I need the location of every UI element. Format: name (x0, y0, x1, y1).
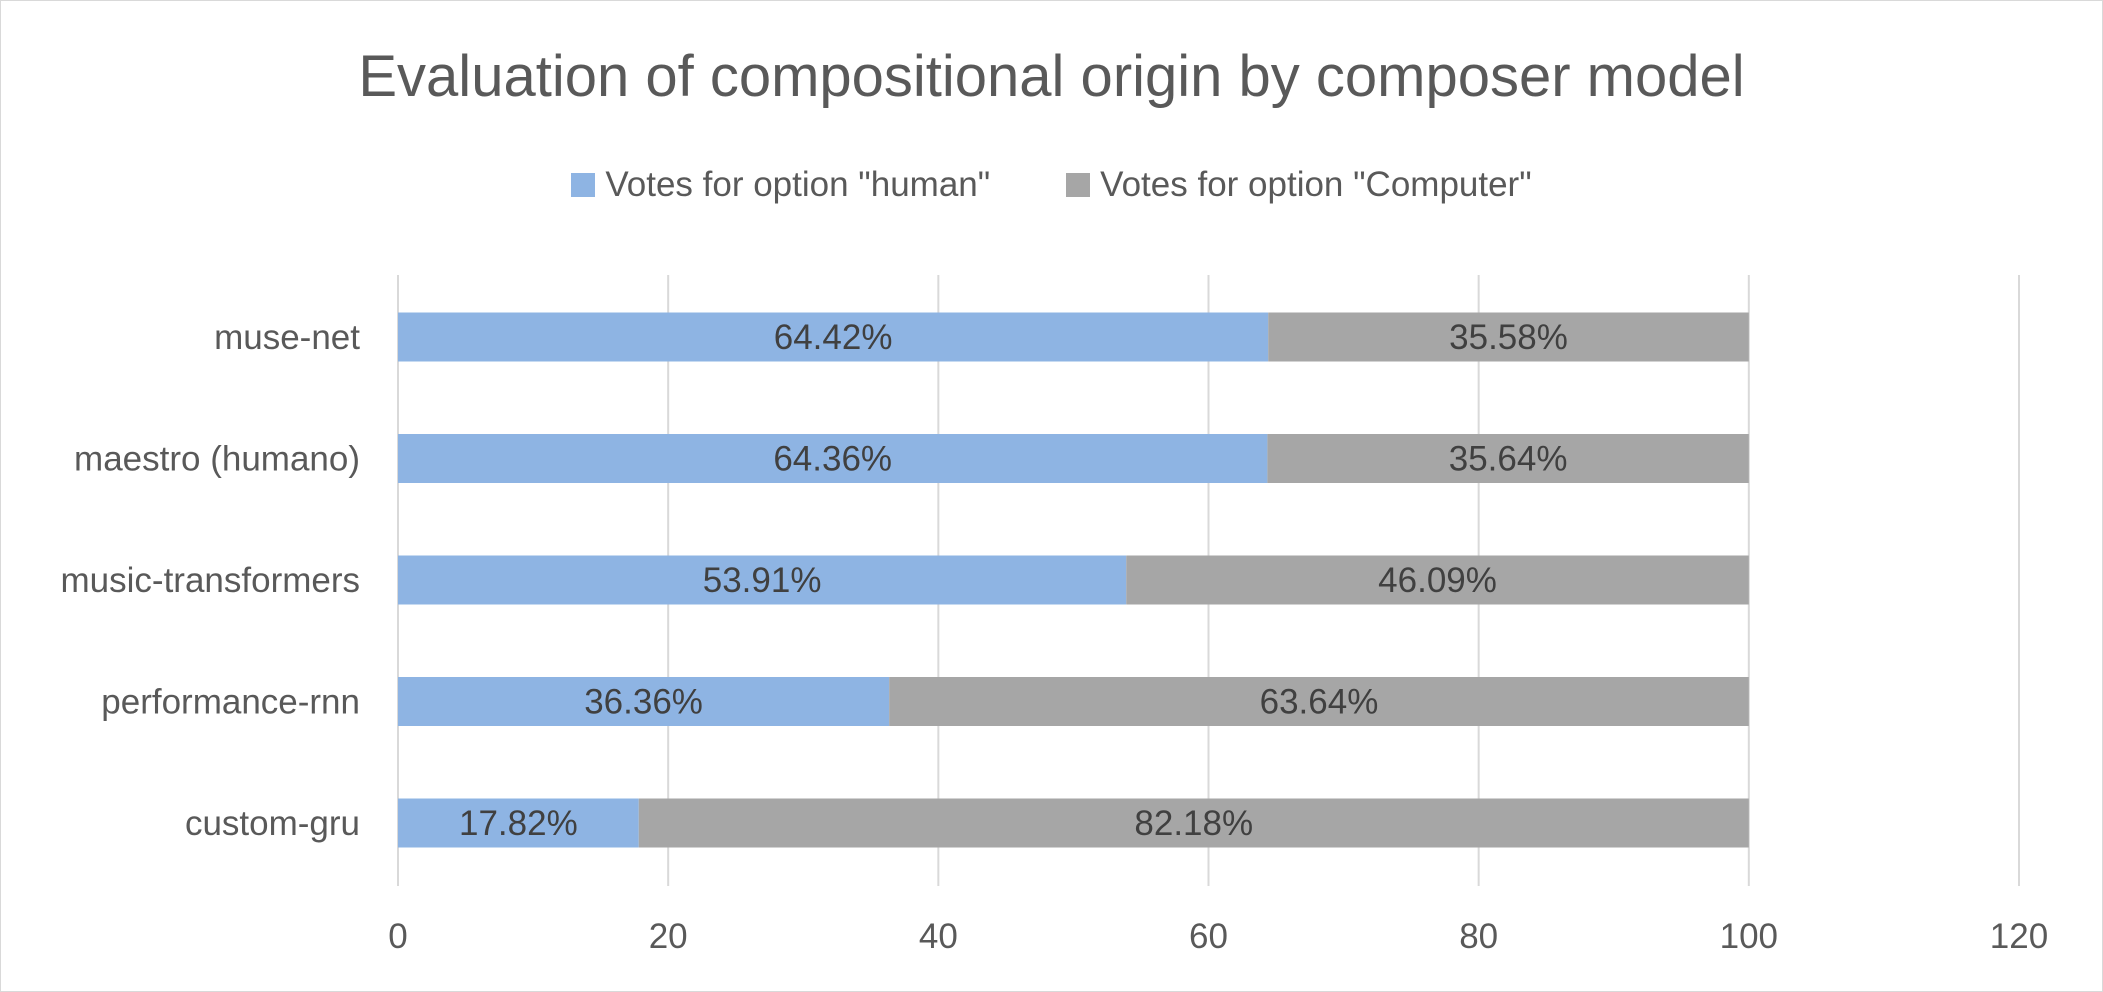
legend-item-human: Votes for option "human" (571, 160, 990, 210)
bar-computer-3 (889, 677, 1749, 726)
data-label-human-0: 64.42% (774, 318, 893, 357)
category-label-1: maestro (humano) (74, 440, 360, 479)
bar-human-3 (398, 677, 890, 726)
category-label-3: performance-rnn (101, 683, 360, 722)
x-tick-label-100: 100 (1720, 917, 1778, 956)
x-tick-label-120: 120 (1990, 917, 2048, 956)
data-label-human-4: 17.82% (459, 804, 578, 843)
data-label-computer-0: 35.58% (1449, 318, 1568, 357)
category-label-2: music-transformers (61, 561, 360, 600)
x-tick-label-0: 0 (388, 917, 407, 956)
legend-swatch-human (571, 173, 596, 197)
legend-swatch-computer (1066, 173, 1091, 197)
bar-computer-4 (638, 798, 1749, 848)
data-label-computer-3: 63.64% (1260, 683, 1379, 722)
data-label-computer-2: 46.09% (1378, 561, 1497, 600)
bar-computer-2 (1126, 555, 1749, 605)
x-tick-label-80: 80 (1459, 917, 1498, 956)
data-label-human-3: 36.36% (584, 683, 703, 722)
bar-human-0 (398, 312, 1269, 362)
x-tick-label-40: 40 (919, 917, 958, 956)
legend-label-human: Votes for option "human" (605, 165, 991, 204)
x-tick-label-20: 20 (649, 917, 688, 956)
bar-human-2 (398, 555, 1127, 605)
legend-label-computer: Votes for option "Computer" (1100, 165, 1532, 204)
data-label-computer-1: 35.64% (1449, 440, 1568, 479)
bar-human-4 (398, 798, 639, 848)
chart-title: Evaluation of compositional origin by co… (358, 44, 1745, 109)
bar-computer-0 (1268, 312, 1749, 362)
x-tick-label-60: 60 (1189, 917, 1228, 956)
legend-item-computer: Votes for option "Computer" (1066, 160, 1532, 210)
bar-human-1 (398, 434, 1268, 483)
data-label-computer-4: 82.18% (1134, 804, 1253, 843)
category-label-4: custom-gru (185, 804, 360, 843)
legend: Votes for option "human" Votes for optio… (0, 160, 2103, 210)
data-label-human-1: 64.36% (773, 440, 892, 479)
bar-computer-1 (1267, 434, 1749, 483)
data-label-human-2: 53.91% (703, 561, 822, 600)
category-label-0: muse-net (214, 318, 360, 357)
